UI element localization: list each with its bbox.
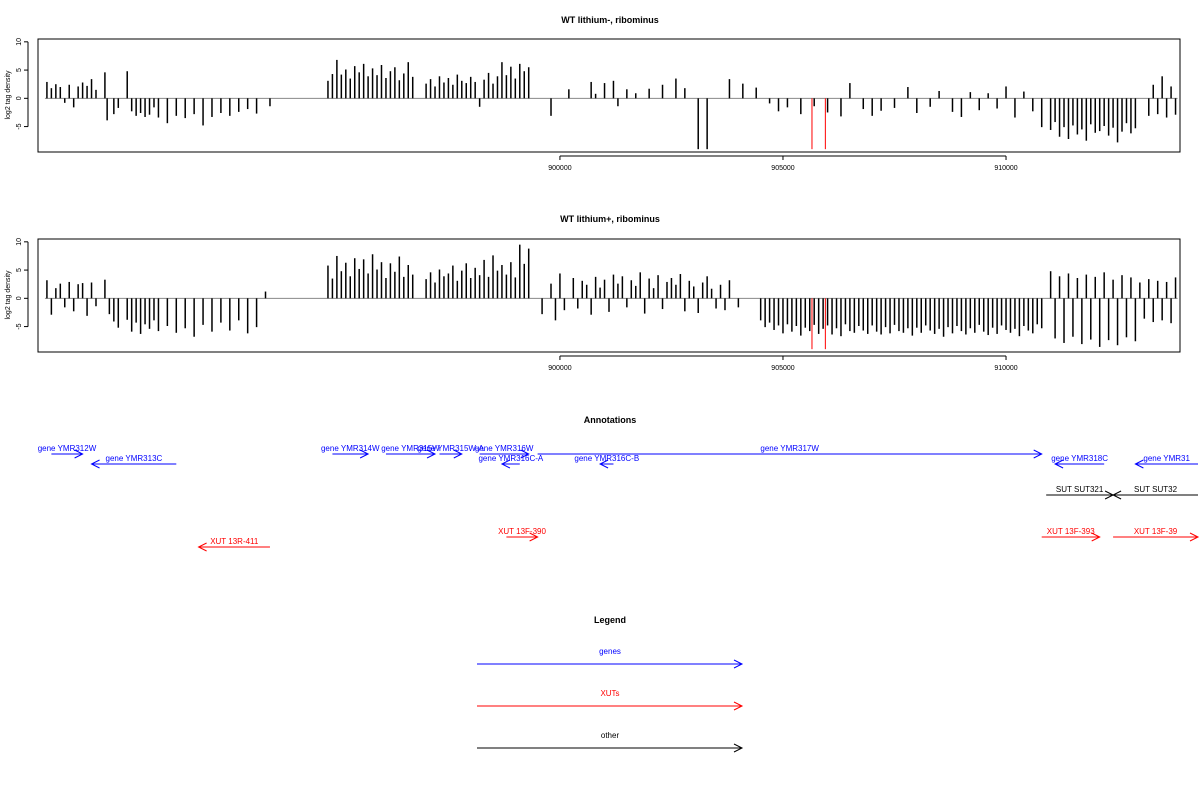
x-tick-label: 900000: [548, 165, 571, 172]
feature-arrow: gene YMR315W-A: [417, 444, 485, 459]
legend-items: genes XUTs other: [477, 647, 744, 753]
legend-item: genes: [477, 647, 744, 669]
feature-label: gene YMR31: [1143, 454, 1190, 463]
feature-label: gene YMR318C: [1051, 454, 1108, 463]
feature-label: SUT SUT32: [1134, 485, 1178, 494]
feature-label: gene YMR314W: [321, 444, 380, 453]
feature-arrow: XUT 13F-393: [1041, 527, 1101, 542]
feature-label: gene YMR316C-B: [574, 454, 639, 463]
y-axis: -5 0 5 10: [16, 38, 29, 130]
y-tick-label: 0: [16, 96, 23, 100]
x-tick-label: 900000: [548, 365, 571, 372]
feature-arrow: gene YMR313C: [90, 454, 177, 469]
track-panel-lithium-plus: WT lithium+, ribominus log2 tag density …: [5, 214, 1181, 372]
legend-item: other: [477, 731, 744, 753]
feature-arrow: gene YMR316C-B: [574, 454, 639, 469]
x-tick-label: 910000: [994, 365, 1017, 372]
feature-label: XUT 13F-390: [498, 527, 546, 536]
x-tick-label: 905000: [771, 365, 794, 372]
feature-arrow: gene YMR317W: [537, 444, 1043, 459]
feature-label: gene YMR315W-A: [417, 444, 484, 453]
y-tick-label: 0: [16, 296, 23, 300]
feature-label: XUT 13F-393: [1047, 527, 1095, 536]
y-tick-label: 10: [16, 238, 23, 246]
feature-arrow: gene YMR315W: [381, 444, 440, 459]
feature-label: gene YMR312W: [38, 444, 97, 453]
bar-marks: [44, 59, 1178, 150]
feature-label: gene YMR316W: [475, 444, 534, 453]
x-axis: 900000 905000 910000: [548, 355, 1018, 372]
feature-label: gene YMR317W: [760, 444, 819, 453]
legend-item-label: other: [601, 731, 620, 740]
x-tick-label: 910000: [994, 165, 1017, 172]
y-tick-label: 5: [16, 68, 23, 72]
plot-frame: [37, 238, 1181, 353]
y-axis-label: log2 tag density: [5, 270, 12, 320]
feature-arrow: XUT 13F-390: [498, 527, 547, 542]
y-axis: -5 0 5 10: [16, 238, 29, 330]
feature-label: gene YMR315W: [381, 444, 440, 453]
x-axis: 900000 905000 910000: [548, 155, 1018, 172]
feature-label: gene YMR313C: [106, 454, 163, 463]
feature-arrow: gene YMR31: [1134, 454, 1198, 469]
feature-label: XUT 13F-39: [1134, 527, 1178, 536]
panel-title: WT lithium-, ribominus: [561, 15, 659, 25]
y-tick-label: -5: [16, 323, 23, 329]
feature-label: XUT 13R-411: [210, 537, 259, 546]
bar-marks: [44, 244, 1178, 350]
y-tick-label: -5: [16, 123, 23, 129]
plot-frame: [37, 38, 1181, 153]
track-panel-lithium-minus: WT lithium-, ribominus log2 tag density …: [5, 15, 1181, 172]
feature-label: gene YMR316C-A: [478, 454, 543, 463]
legend-item-label: genes: [599, 647, 621, 656]
x-tick-label: 905000: [771, 165, 794, 172]
legend-title: Legend: [594, 615, 626, 625]
feature-arrow: gene YMR316C-A: [478, 454, 544, 469]
feature-arrow: gene YMR314W: [321, 444, 380, 459]
feature-arrow: SUT SUT321: [1046, 485, 1115, 500]
feature-arrow: XUT 13F-39: [1113, 527, 1200, 542]
feature-arrow: gene YMR318C: [1051, 454, 1108, 469]
y-axis-label: log2 tag density: [5, 70, 12, 120]
legend: Legend genes XUTs other: [477, 615, 744, 753]
feature-arrow: gene YMR316W: [475, 444, 534, 459]
feature-label: SUT SUT321: [1056, 485, 1104, 494]
y-tick-label: 10: [16, 38, 23, 46]
annotations-title: Annotations: [584, 415, 637, 425]
legend-item-label: XUTs: [600, 689, 619, 698]
feature-arrow: gene YMR312W: [38, 444, 97, 459]
feature-arrow: XUT 13R-411: [197, 537, 270, 552]
feature-arrow: SUT SUT32: [1111, 485, 1198, 500]
legend-item: XUTs: [477, 689, 744, 711]
panel-title: WT lithium+, ribominus: [560, 214, 660, 224]
annotations-track: Annotations gene YMR312W gene YMR313C gene…: [38, 415, 1200, 552]
y-tick-label: 5: [16, 268, 23, 272]
